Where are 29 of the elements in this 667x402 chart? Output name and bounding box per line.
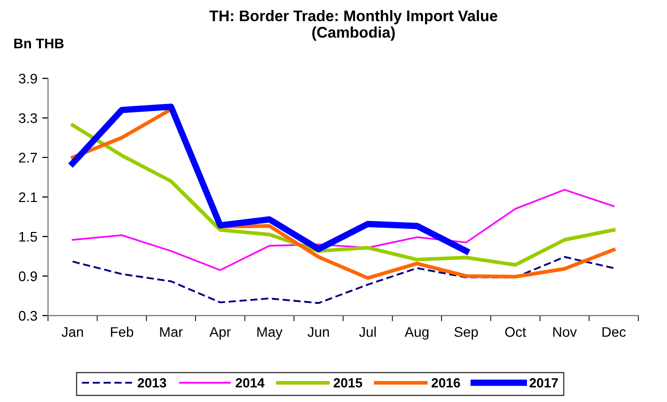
x-tick-label: Jul	[359, 326, 376, 337]
x-tick-label: Jan	[62, 327, 83, 337]
x-tick-label: Aug	[404, 327, 428, 340]
y-tick-label: 3.9	[18, 74, 37, 84]
line-series	[72, 256, 615, 304]
legend-label: 2017	[530, 378, 558, 388]
y-tick-label: 2.1	[19, 192, 37, 202]
legend-label: 2014	[236, 378, 265, 388]
y-tick-label: 0.9	[18, 271, 37, 282]
chart-title: TH: Border Trade: Monthly Import Value (Cambodia)	[209, 10, 498, 41]
x-tick-label: May	[257, 327, 282, 340]
x-tick-label: Nov	[553, 327, 577, 337]
y-tick-label: 3.3	[18, 113, 37, 124]
x-tick-label: Jun	[308, 327, 329, 337]
x-tick-label: Sep	[454, 327, 478, 340]
x-tick-label: Feb	[110, 326, 134, 337]
legend-label: 2015	[334, 378, 362, 388]
x-tick-label: Mar	[160, 327, 183, 337]
y-tick-label: 1.5	[19, 232, 38, 242]
legend-label: 2013	[138, 378, 166, 388]
x-tick-label: Apr	[209, 327, 231, 340]
y-axis-title: Bn THB	[14, 38, 64, 48]
line-series	[72, 188, 615, 271]
y-tick-label: 0.3	[18, 310, 37, 321]
legend-label: 2016	[432, 378, 460, 388]
y-tick-label: 2.7	[19, 152, 37, 162]
x-tick-label: Dec	[602, 327, 626, 337]
x-tick-label: Oct	[505, 327, 526, 337]
line-series	[70, 123, 616, 267]
